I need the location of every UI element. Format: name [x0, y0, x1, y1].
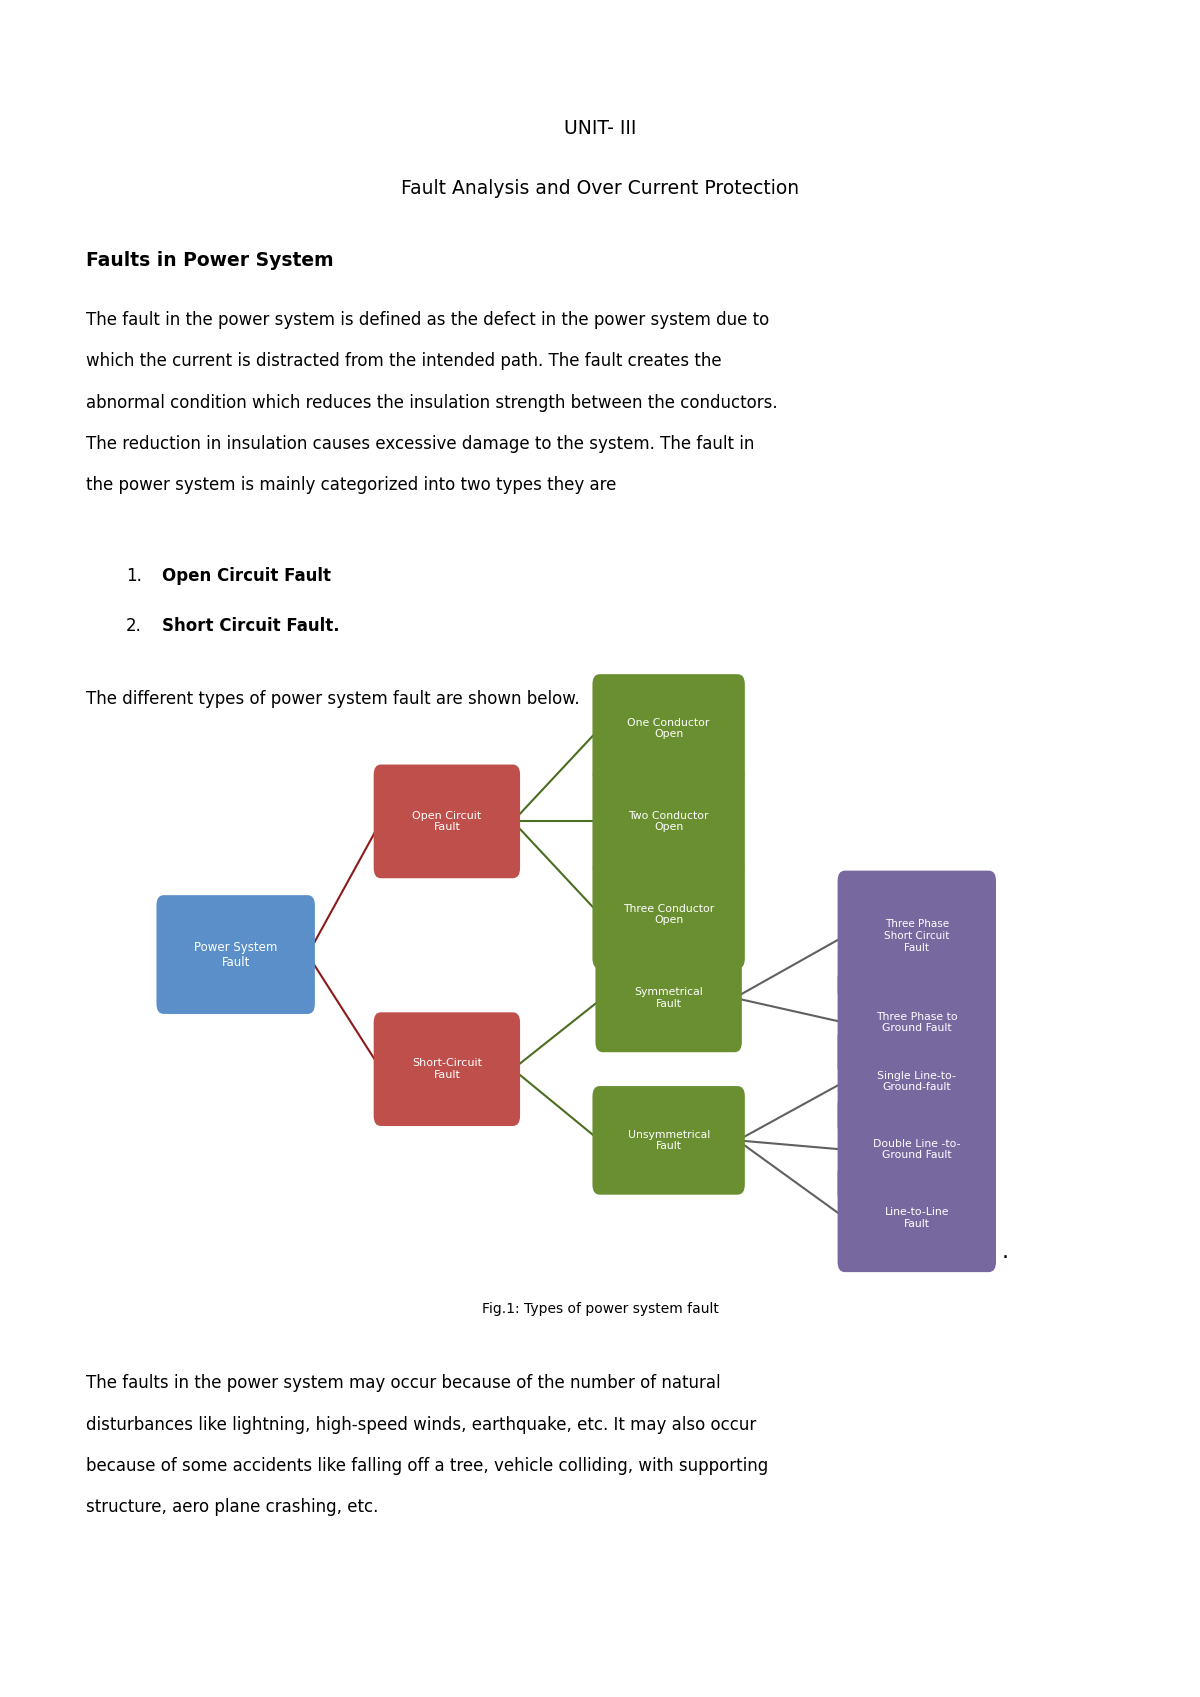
FancyBboxPatch shape [838, 969, 996, 1078]
FancyBboxPatch shape [593, 767, 745, 876]
FancyBboxPatch shape [156, 896, 314, 1015]
FancyBboxPatch shape [373, 765, 520, 879]
Text: The reduction in insulation causes excessive damage to the system. The fault in: The reduction in insulation causes exces… [86, 434, 755, 453]
Text: Short Circuit Fault.: Short Circuit Fault. [162, 618, 340, 635]
Text: abnormal condition which reduces the insulation strength between the conductors.: abnormal condition which reduces the ins… [86, 394, 778, 412]
FancyBboxPatch shape [838, 1164, 996, 1273]
Text: Single Line-to-
Ground-fault: Single Line-to- Ground-fault [877, 1071, 956, 1093]
Text: Symmetrical
Fault: Symmetrical Fault [635, 988, 703, 1008]
Text: .: . [1001, 1242, 1008, 1263]
FancyBboxPatch shape [593, 674, 745, 782]
Text: Faults in Power System: Faults in Power System [86, 251, 334, 270]
Text: Double Line -to-
Ground Fault: Double Line -to- Ground Fault [874, 1139, 960, 1161]
Text: structure, aero plane crashing, etc.: structure, aero plane crashing, etc. [86, 1498, 379, 1517]
Text: disturbances like lightning, high-speed winds, earthquake, etc. It may also occu: disturbances like lightning, high-speed … [86, 1415, 757, 1434]
FancyBboxPatch shape [838, 1095, 996, 1203]
Text: Fig.1: Types of power system fault: Fig.1: Types of power system fault [481, 1302, 719, 1315]
Text: 2.: 2. [126, 618, 142, 635]
Text: The different types of power system fault are shown below.: The different types of power system faul… [86, 689, 580, 708]
FancyBboxPatch shape [593, 1086, 745, 1195]
Text: The fault in the power system is defined as the defect in the power system due t: The fault in the power system is defined… [86, 311, 769, 329]
Text: Three Conductor
Open: Three Conductor Open [623, 903, 714, 925]
FancyBboxPatch shape [838, 871, 996, 1001]
FancyBboxPatch shape [373, 1013, 520, 1127]
Text: 1.: 1. [126, 567, 142, 585]
FancyBboxPatch shape [593, 860, 745, 969]
Text: Three Phase
Short Circuit
Fault: Three Phase Short Circuit Fault [884, 920, 949, 952]
Text: Fault Analysis and Over Current Protection: Fault Analysis and Over Current Protecti… [401, 178, 799, 197]
Text: which the current is distracted from the intended path. The fault creates the: which the current is distracted from the… [86, 353, 722, 370]
Text: Three Phase to
Ground Fault: Three Phase to Ground Fault [876, 1011, 958, 1033]
Text: Power System
Fault: Power System Fault [194, 940, 277, 969]
Text: The faults in the power system may occur because of the number of natural: The faults in the power system may occur… [86, 1375, 721, 1393]
Text: UNIT- III: UNIT- III [564, 119, 636, 137]
FancyBboxPatch shape [595, 944, 742, 1052]
Text: One Conductor
Open: One Conductor Open [628, 718, 710, 740]
Text: Line-to-Line
Fault: Line-to-Line Fault [884, 1207, 949, 1229]
Text: because of some accidents like falling off a tree, vehicle colliding, with suppo: because of some accidents like falling o… [86, 1458, 769, 1475]
Text: Unsymmetrical
Fault: Unsymmetrical Fault [628, 1130, 709, 1151]
Text: Short-Circuit
Fault: Short-Circuit Fault [412, 1059, 482, 1079]
Text: Open Circuit
Fault: Open Circuit Fault [413, 811, 481, 832]
Text: Open Circuit Fault: Open Circuit Fault [162, 567, 331, 585]
Text: the power system is mainly categorized into two types they are: the power system is mainly categorized i… [86, 477, 617, 494]
FancyBboxPatch shape [838, 1027, 996, 1135]
Text: Two Conductor
Open: Two Conductor Open [629, 811, 709, 832]
